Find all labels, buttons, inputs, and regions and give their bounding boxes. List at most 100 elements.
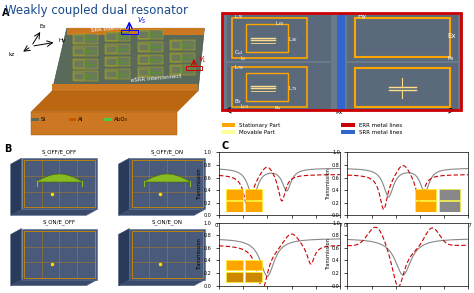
Bar bbox=[137, 67, 163, 77]
Bar bbox=[73, 46, 98, 56]
Text: Ex: Ex bbox=[40, 24, 46, 29]
Bar bbox=[137, 54, 163, 64]
Text: kz: kz bbox=[9, 52, 15, 57]
Polygon shape bbox=[36, 174, 82, 182]
Polygon shape bbox=[31, 112, 177, 135]
Polygon shape bbox=[67, 28, 204, 35]
Bar bbox=[139, 56, 149, 64]
Text: Movable Part: Movable Part bbox=[239, 130, 275, 135]
Bar bbox=[105, 44, 130, 54]
Bar bbox=[171, 54, 182, 62]
Bar bbox=[73, 59, 98, 69]
Text: Stationary Part: Stationary Part bbox=[239, 123, 280, 128]
Text: Al: Al bbox=[78, 117, 83, 122]
Bar bbox=[74, 60, 84, 68]
Text: S_OFF/E_OFF: S_OFF/E_OFF bbox=[42, 149, 77, 155]
Text: Py: Py bbox=[275, 105, 282, 110]
Bar bbox=[137, 42, 163, 52]
Bar bbox=[139, 69, 149, 76]
Bar bbox=[227, 15, 331, 61]
Bar bbox=[132, 161, 203, 207]
Text: SRR interconnect: SRR interconnect bbox=[91, 24, 138, 33]
Bar bbox=[341, 130, 355, 134]
Bar bbox=[222, 123, 235, 127]
Bar bbox=[74, 73, 84, 80]
Polygon shape bbox=[52, 28, 204, 91]
Bar bbox=[171, 67, 182, 74]
Text: L$_{TE}$: L$_{TE}$ bbox=[234, 12, 244, 21]
Bar bbox=[171, 41, 182, 49]
Text: L$_{CS}$: L$_{CS}$ bbox=[240, 102, 250, 111]
Text: Px: Px bbox=[447, 56, 454, 61]
Text: C: C bbox=[221, 142, 228, 151]
Text: Ex: Ex bbox=[447, 33, 456, 39]
Bar bbox=[222, 13, 461, 110]
X-axis label: Frequency (THz): Frequency (THz) bbox=[259, 229, 300, 234]
Polygon shape bbox=[52, 84, 198, 91]
Bar bbox=[31, 118, 38, 121]
Bar bbox=[106, 33, 117, 41]
Bar bbox=[105, 32, 130, 41]
Text: SRR metal lines: SRR metal lines bbox=[358, 130, 402, 135]
Polygon shape bbox=[118, 209, 205, 215]
Bar bbox=[139, 43, 149, 51]
Bar bbox=[73, 71, 98, 81]
Bar bbox=[341, 123, 355, 127]
Bar bbox=[346, 15, 458, 61]
Bar bbox=[106, 71, 117, 78]
Text: L$_{II}$: L$_{II}$ bbox=[240, 54, 247, 63]
Text: L$_{FE}$: L$_{FE}$ bbox=[275, 19, 285, 28]
Polygon shape bbox=[22, 229, 97, 280]
Bar bbox=[170, 65, 195, 75]
Text: eSRR interconnect: eSRR interconnect bbox=[131, 74, 182, 84]
Bar bbox=[355, 18, 450, 57]
Bar bbox=[222, 13, 461, 110]
Bar bbox=[232, 18, 307, 58]
Text: S_ON/E_ON: S_ON/E_ON bbox=[152, 219, 182, 225]
Bar bbox=[105, 69, 130, 79]
Bar bbox=[24, 161, 95, 207]
Y-axis label: Transmission: Transmission bbox=[197, 168, 202, 200]
Bar bbox=[346, 63, 458, 109]
Text: Si: Si bbox=[41, 117, 46, 122]
Text: L$_{TN}$: L$_{TN}$ bbox=[234, 63, 244, 72]
Text: Hy: Hy bbox=[357, 13, 366, 19]
Polygon shape bbox=[31, 91, 198, 112]
Text: ERR metal lines: ERR metal lines bbox=[358, 123, 401, 128]
Polygon shape bbox=[11, 229, 22, 286]
X-axis label: Frequency (THz): Frequency (THz) bbox=[388, 229, 428, 234]
Polygon shape bbox=[129, 158, 205, 209]
Bar bbox=[139, 31, 149, 39]
Bar bbox=[132, 231, 203, 278]
Polygon shape bbox=[11, 280, 97, 286]
Polygon shape bbox=[11, 209, 97, 215]
Polygon shape bbox=[11, 158, 22, 215]
Bar bbox=[232, 67, 307, 107]
Text: S_OFF/E_ON: S_OFF/E_ON bbox=[151, 149, 184, 155]
Bar bbox=[246, 24, 288, 52]
Polygon shape bbox=[118, 280, 205, 286]
Text: B: B bbox=[4, 144, 12, 154]
Text: $V_S$: $V_S$ bbox=[137, 16, 146, 26]
Bar bbox=[227, 63, 331, 109]
Bar bbox=[170, 40, 195, 50]
Polygon shape bbox=[118, 158, 129, 215]
Text: Weakly coupled dual resonator: Weakly coupled dual resonator bbox=[5, 4, 188, 17]
Text: S_ON/E_OFF: S_ON/E_OFF bbox=[43, 219, 76, 225]
Bar bbox=[355, 68, 450, 107]
Text: Hy: Hy bbox=[58, 38, 66, 43]
Text: Px: Px bbox=[335, 110, 342, 115]
Bar bbox=[186, 66, 202, 70]
Bar bbox=[121, 30, 137, 34]
Bar bbox=[24, 231, 95, 278]
Bar bbox=[222, 130, 235, 134]
Text: A: A bbox=[2, 8, 9, 18]
Text: L$_{SE}$: L$_{SE}$ bbox=[288, 35, 298, 44]
Text: L$_{TS}$: L$_{TS}$ bbox=[288, 84, 298, 93]
Y-axis label: Transmission: Transmission bbox=[326, 168, 331, 200]
Y-axis label: Transmission: Transmission bbox=[326, 238, 331, 270]
Bar bbox=[106, 58, 117, 66]
Bar bbox=[246, 73, 288, 100]
Bar bbox=[106, 46, 117, 53]
Bar bbox=[137, 30, 163, 39]
